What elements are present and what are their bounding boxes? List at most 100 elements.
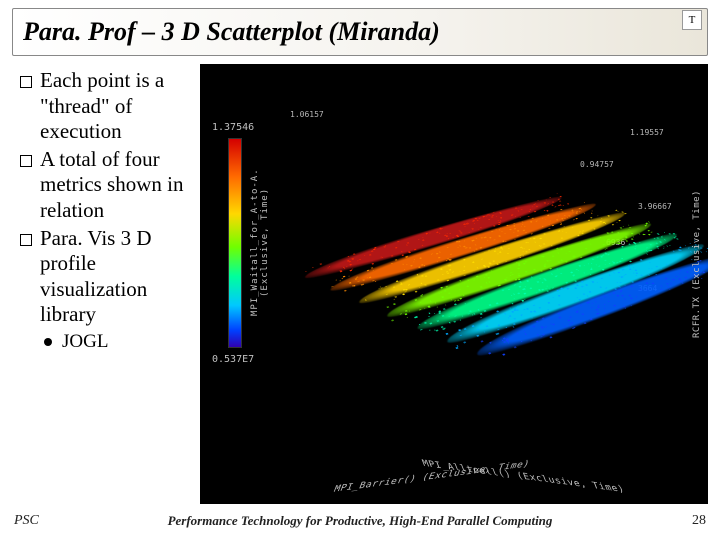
footer-left: PSC [14, 513, 39, 529]
scatter-dot [576, 218, 578, 219]
scatter-dot [630, 305, 633, 307]
scatter-dot [555, 206, 557, 207]
scatter-dot [584, 213, 586, 214]
scatter-dot [340, 270, 343, 272]
scatter-dot [395, 296, 397, 297]
scatter-dot [624, 213, 627, 214]
scatter-dot [559, 200, 562, 201]
scatter-dot [534, 211, 536, 212]
scatter-dot [551, 225, 554, 226]
scatter-dot [305, 271, 307, 272]
scatter-dot [493, 225, 495, 226]
scatter-dot [616, 222, 617, 223]
scatter-dot [341, 278, 343, 279]
scatter-dot [415, 291, 417, 293]
scatter-dot [436, 307, 438, 308]
scatter-dot [650, 250, 652, 251]
scatter-dot [557, 205, 560, 206]
scatter-dot [312, 267, 314, 268]
scatter-dot [707, 248, 708, 249]
scatter-dot [604, 249, 605, 250]
logo-glyph: T [689, 14, 696, 26]
scatter-dot [459, 297, 462, 299]
scatter-dot [480, 340, 483, 342]
colorbar-max-label: 1.37546 [212, 122, 254, 133]
scatter-dot [625, 240, 627, 241]
footer: PSC Performance Technology for Productiv… [0, 510, 720, 532]
scatter-dot [371, 263, 373, 264]
scatter-dot [584, 202, 585, 203]
scatter-dot [605, 248, 607, 249]
scatter-dot [562, 205, 564, 206]
scatter-dot [618, 220, 620, 221]
content-area: Each point is a "thread" of execution A … [18, 64, 708, 504]
scatter-dot [631, 238, 633, 239]
colorbar [228, 138, 242, 348]
axis-tick: 1.06157 [290, 110, 324, 119]
scatter-dot [480, 313, 483, 315]
axis-tick: 3.96667 [638, 202, 672, 211]
scatter-dot [408, 251, 411, 253]
scatter-dot [514, 346, 517, 348]
scatter-dot [489, 352, 492, 354]
bullet-item: A total of four metrics shown in relatio… [18, 147, 194, 224]
scatter-dot [657, 248, 659, 249]
scatter-dot [446, 333, 448, 335]
scatter-dot [689, 243, 691, 244]
scatter-dot [552, 204, 554, 205]
bullet-item: Para. Vis 3 D profile visualization libr… [18, 226, 194, 328]
scatter-dot [448, 322, 451, 324]
scatter-dot [320, 263, 322, 264]
scatter-dot [460, 319, 462, 320]
scatter-dot [567, 203, 570, 204]
scatter-dot [498, 224, 501, 225]
scatter-dot [445, 304, 447, 305]
scatter-dot [611, 224, 614, 225]
scatter-dot [447, 280, 450, 282]
logo-icon: T [682, 10, 702, 30]
scatter-dot [676, 238, 679, 239]
bullet-item: Each point is a "thread" of execution [18, 68, 194, 145]
scatter-dot [664, 232, 665, 233]
axis-z-label: RCFR.TX (Exclusive, Time) [692, 184, 702, 344]
scatter-dot [420, 329, 422, 331]
scatter-dot [392, 320, 394, 322]
scatter-dot [656, 233, 659, 235]
scatter-dot [344, 290, 347, 292]
title-bar: Para. Prof – 3 D Scatterplot (Miranda) [12, 8, 708, 56]
scatter-dot [402, 293, 405, 295]
scatter-dot [519, 217, 520, 218]
scatter-dot [445, 260, 447, 261]
bullet-list: Each point is a "thread" of execution A … [18, 64, 200, 504]
scatter-dot [503, 354, 506, 356]
page-number: 28 [692, 513, 706, 529]
scatter-dot [669, 245, 670, 246]
scatter-dot [454, 300, 457, 302]
scatter-dot [557, 194, 558, 195]
scatter-dot [624, 307, 627, 309]
colorbar-min-label: 0.537E7 [212, 354, 254, 365]
scatter-dot [401, 254, 404, 256]
scatter-dot [429, 330, 431, 331]
scatter-dot [416, 316, 418, 318]
scatter-dot [550, 336, 553, 338]
scatter-dot [393, 303, 395, 305]
scatter-dot [666, 245, 669, 246]
scatter-dot [544, 210, 546, 211]
scatter-dot [464, 341, 467, 343]
scatter-dot [617, 211, 618, 212]
sub-bullet-item: JOGL [18, 330, 194, 354]
scatter-dot [591, 213, 593, 214]
scatter-dot [528, 216, 529, 217]
scatter-dot [650, 232, 652, 233]
scatter-dot [638, 233, 640, 234]
axis-tick: 1.19557 [630, 128, 664, 137]
scatter-dot [573, 327, 575, 328]
scatter-dot [496, 333, 499, 335]
scatter-dot [628, 224, 630, 225]
scatter-dot [453, 321, 456, 323]
scatter-dot [633, 236, 634, 237]
scatter-dot [444, 327, 446, 329]
scatter-dot [456, 345, 459, 347]
scatter-dot [546, 210, 548, 211]
